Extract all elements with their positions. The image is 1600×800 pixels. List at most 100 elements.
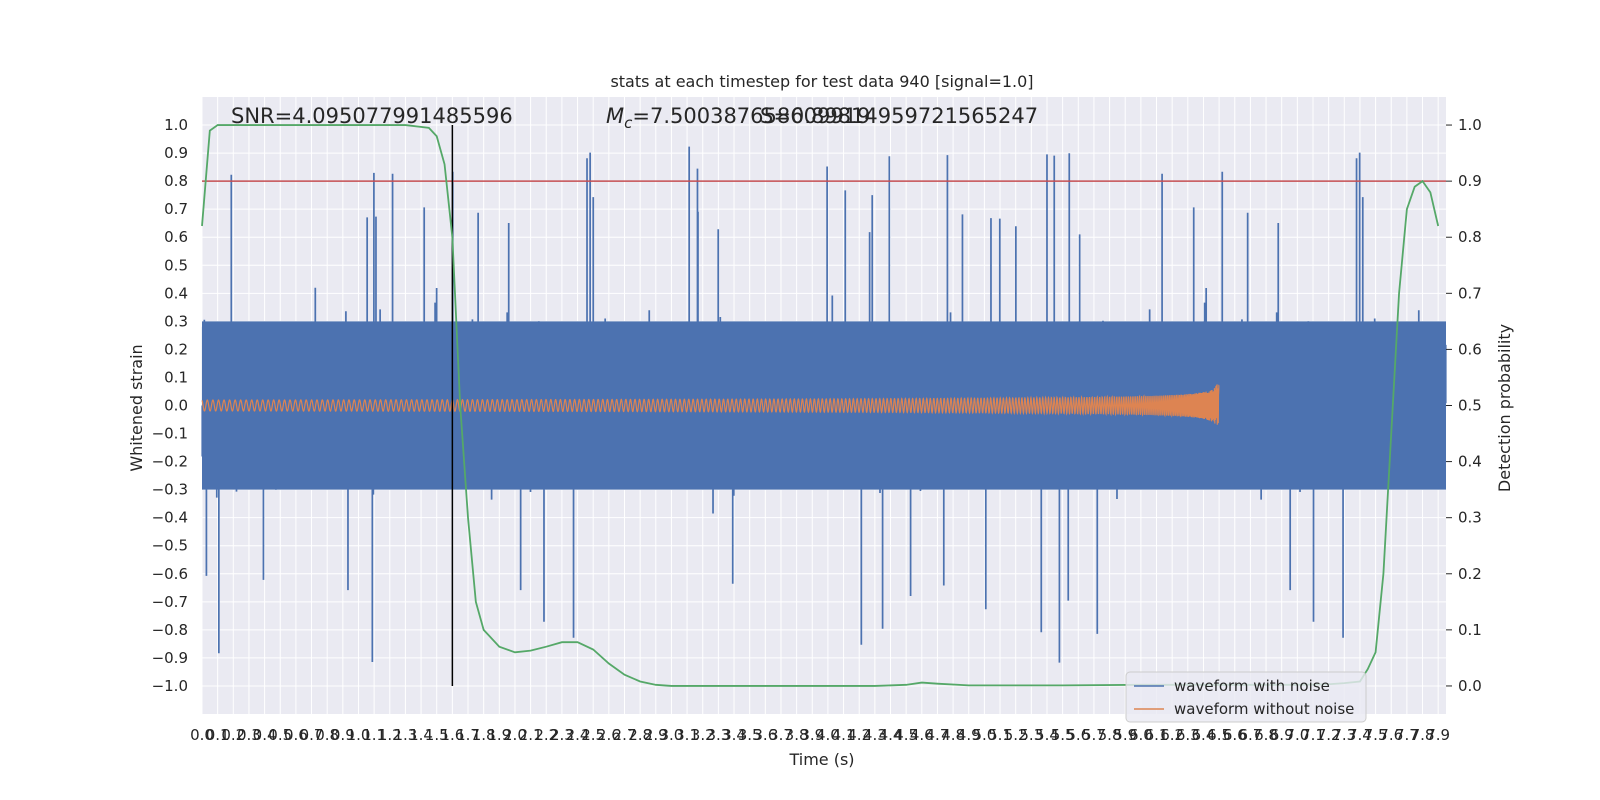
y-axis-right-label: Detection probability (1495, 324, 1514, 492)
y-tick-label: −0.2 (152, 453, 188, 471)
x-tick-label: 7.7 (1395, 726, 1419, 744)
y-tick-label: 0.5 (164, 256, 188, 274)
y-tick-label: −0.5 (152, 537, 188, 555)
x-tick-label: 5.0 (972, 726, 996, 744)
x-tick-label: 6.7 (1238, 726, 1262, 744)
x-tick-label: 1.5 (425, 726, 449, 744)
x-tick-label: 0.1 (206, 726, 230, 744)
y-tick-label: 0.2 (164, 340, 188, 358)
y-right-tick-label: 0.6 (1458, 340, 1482, 358)
x-tick-label: 7.5 (1364, 726, 1388, 744)
x-tick-label: 1.9 (487, 726, 511, 744)
x-tick-label: 6.5 (1207, 726, 1231, 744)
x-tick-label: 6.1 (1145, 726, 1169, 744)
x-tick-label: 3.3 (706, 726, 730, 744)
y-right-tick-label: 0.8 (1458, 228, 1482, 246)
x-tick-label: 3.7 (769, 726, 793, 744)
y-axis-right-ticks: 1.0 0.9 0.8 0.7 0.6 0.5 0.4 0.3 0.2 0.1 0.0 (1446, 116, 1482, 695)
x-tick-label: 2.9 (644, 726, 668, 744)
x-tick-label: 7.9 (1426, 726, 1450, 744)
x-tick-label: 6.3 (1176, 726, 1200, 744)
x-tick-label: 7.1 (1301, 726, 1325, 744)
x-tick-label: 3.1 (675, 726, 699, 744)
x-tick-label: 2.6 (597, 726, 621, 744)
noise-core-band (202, 321, 1446, 490)
y-axis-ticks: 1.0 0.9 0.8 0.7 0.6 0.5 0.4 0.3 0.2 0.1 0.0 −0.1 −0.… (152, 116, 188, 695)
y-axis-label: Whitened strain (127, 344, 146, 471)
legend-label-clean: waveform without noise (1174, 700, 1354, 718)
overlap-annotation: S=0.89814959721565247 (760, 104, 1038, 128)
x-tick-label: 2.0 (503, 726, 527, 744)
x-tick-label: 1.0 (347, 726, 371, 744)
y-tick-label: 0.8 (164, 172, 188, 190)
x-tick-label: 3.6 (753, 726, 777, 744)
x-tick-label: 3.4 (722, 726, 746, 744)
x-tick-label: 6.4 (1192, 726, 1216, 744)
x-tick-label: 5.8 (1098, 726, 1122, 744)
x-tick-label: 7.8 (1411, 726, 1435, 744)
y-tick-label: −0.9 (152, 649, 188, 667)
x-tick-label: 1.3 (393, 726, 417, 744)
y-tick-label: −0.6 (152, 565, 188, 583)
y-right-tick-label: 0.0 (1458, 677, 1482, 695)
x-tick-label: 0.5 (268, 726, 292, 744)
y-tick-label: −0.8 (152, 621, 188, 639)
x-tick-label: 7.2 (1317, 726, 1341, 744)
x-tick-label: 3.5 (738, 726, 762, 744)
x-tick-label: 4.4 (879, 726, 903, 744)
x-tick-label: 0.0 (190, 726, 214, 744)
y-right-tick-label: 0.1 (1458, 621, 1482, 639)
x-tick-label: 4.3 (863, 726, 887, 744)
series-waveform-with-noise (201, 146, 1447, 663)
y-right-tick-label: 1.0 (1458, 116, 1482, 134)
x-tick-label: 6.6 (1223, 726, 1247, 744)
y-tick-label: −1.0 (152, 677, 188, 695)
x-tick-label: 7.0 (1285, 726, 1309, 744)
y-tick-label: 0.4 (164, 284, 188, 302)
y-tick-label: 0.7 (164, 200, 188, 218)
y-tick-label: 0.6 (164, 228, 188, 246)
x-tick-label: 4.8 (941, 726, 965, 744)
x-tick-label: 5.4 (1035, 726, 1059, 744)
x-tick-label: 1.2 (378, 726, 402, 744)
x-tick-label: 5.2 (1004, 726, 1028, 744)
x-tick-label: 2.7 (613, 726, 637, 744)
x-tick-label: 3.0 (660, 726, 684, 744)
x-tick-label: 3.8 (785, 726, 809, 744)
x-tick-label: 5.6 (1066, 726, 1090, 744)
legend-box (1125, 671, 1367, 723)
chart-title: stats at each timestep for test data 940… (610, 72, 1033, 91)
x-tick-label: 0.9 (331, 726, 355, 744)
series-detection-probability (201, 124, 1440, 687)
x-tick-label: 0.3 (237, 726, 261, 744)
x-tick-label: 5.1 (988, 726, 1012, 744)
x-tick-label: 1.7 (456, 726, 480, 744)
x-tick-label: 3.2 (691, 726, 715, 744)
x-tick-label: 0.6 (284, 726, 308, 744)
x-tick-label: 2.8 (628, 726, 652, 744)
x-tick-label: 2.1 (519, 726, 543, 744)
series-waveform-without-noise (201, 384, 1220, 425)
x-tick-label: 2.2 (534, 726, 558, 744)
mc-symbol: M (606, 104, 624, 128)
snr-annotation: SNR=4.095077991485596 (231, 104, 513, 128)
y-right-tick-label: 0.2 (1458, 565, 1482, 583)
x-tick-label: 4.7 (926, 726, 950, 744)
y-tick-label: 0.1 (164, 368, 188, 386)
chirp-mass-annotation: Mc=7.500387658609919 (606, 104, 870, 132)
x-tick-label: 5.5 (1051, 726, 1075, 744)
y-tick-label: −0.1 (152, 425, 188, 443)
y-tick-label: −0.7 (152, 593, 188, 611)
y-tick-label: 0.0 (164, 397, 188, 415)
y-tick-label: −0.3 (152, 481, 188, 499)
y-right-tick-label: 0.9 (1458, 172, 1482, 190)
x-tick-label: 4.1 (832, 726, 856, 744)
x-tick-label: 5.7 (1082, 726, 1106, 744)
x-tick-label: 7.6 (1379, 726, 1403, 744)
y-tick-label: 0.9 (164, 144, 188, 162)
x-tick-label: 4.9 (957, 726, 981, 744)
y-right-tick-label: 0.3 (1458, 509, 1482, 527)
y-tick-label: 1.0 (164, 116, 188, 134)
y-tick-label: 0.3 (164, 312, 188, 330)
